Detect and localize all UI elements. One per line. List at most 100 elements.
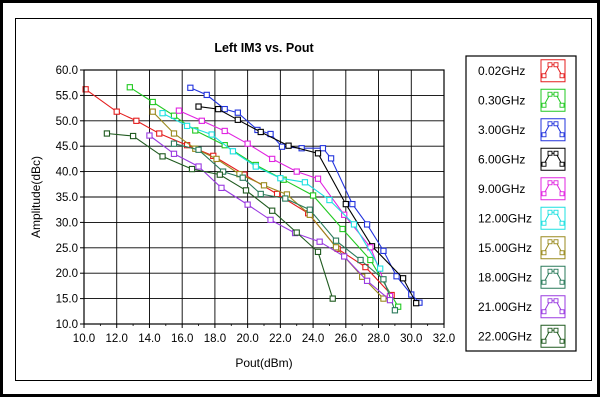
data-point [319,145,327,152]
data-point [285,142,292,149]
series-3.00GHz [187,84,423,306]
data-point [278,143,286,150]
data-point [234,109,241,116]
data-point [339,225,346,233]
y-tick-label: 35.0 [56,192,78,204]
series-line [85,88,393,296]
legend-marker [547,150,553,156]
legend-swatch [540,206,566,230]
data-point [229,148,237,155]
legend-item: 15.00GHz [478,236,566,260]
data-point [293,229,300,236]
legend-label: 15.00GHz [478,241,532,255]
legend-swatch [540,147,566,171]
chart-title: Left IM3 vs. Pout [214,41,314,55]
data-point [314,175,322,182]
legend-swatch [540,324,566,348]
data-point [413,300,420,307]
legend-label: 0.02GHz [478,64,525,78]
data-point [257,128,264,136]
legend-label: 21.00GHz [478,300,532,314]
data-point [198,117,205,124]
y-tick-label: 45.0 [56,141,78,153]
data-point [170,140,178,147]
data-point [357,256,364,264]
legend-item: 18.00GHz [478,265,566,289]
data-point [329,295,336,302]
legend-marker [553,121,559,127]
data-point [187,84,194,91]
x-tick-label: 16.0 [171,333,193,345]
data-point [113,108,120,115]
data-point [359,273,366,280]
plot-area [83,69,445,325]
y-tick-label: 25.0 [56,243,78,255]
x-tick-label: 14.0 [138,333,160,345]
series-line [106,132,334,299]
data-point [149,98,156,106]
data-point [170,150,178,157]
legend-marker [553,327,559,333]
data-point [282,195,289,202]
legend-marker [553,268,559,274]
legend-marker [559,338,565,344]
data-point [314,150,322,157]
data-point [306,211,313,218]
data-point [277,175,284,182]
legend-marker [559,250,565,256]
data-point [293,168,300,175]
data-point [221,127,228,135]
series-6.00GHz [195,103,420,307]
x-tick-label: 24.0 [302,333,324,345]
data-point [159,110,166,117]
data-point [327,155,335,162]
legend-line-sample [543,182,563,194]
legend-marker [541,102,547,108]
data-point [170,112,178,119]
legend-item: 0.02GHz [478,59,566,83]
data-point [386,296,394,304]
data-point [242,187,250,194]
legend-swatch [540,88,566,112]
legend-swatch [540,265,566,289]
x-tick-label: 30.0 [400,333,422,345]
data-point [367,256,374,264]
data-point [234,116,241,123]
series-22.00GHz [103,130,336,302]
data-point [82,86,89,93]
legend-marker [553,239,559,245]
legend-label: 6.00GHz [478,152,525,166]
x-tick-label: 28.0 [367,333,389,345]
legend-marker [541,220,547,226]
legend-swatch [540,236,566,260]
data-point [273,190,281,198]
legend-marker [553,298,559,304]
tick-labels: 10.0 12.0 14.0 16.0 18.0 20.0 22.0 24.0 26.0 28.0… [56,65,456,345]
data-point [377,265,384,272]
data-point [332,244,340,251]
data-point [195,146,202,153]
data-point [133,117,140,124]
data-point [216,171,223,178]
y-tick-label: 40.0 [56,167,78,179]
legend-swatch [540,295,566,319]
data-point [203,91,210,99]
legend-marker [541,132,547,138]
legend-line-sample [543,300,563,312]
legend-marker [541,338,547,344]
series-line [190,87,420,304]
data-point [103,130,111,137]
y-tick-label: 10.0 [56,319,78,331]
data-point [349,200,356,208]
y-axis-label: Amplitude(dBc) [29,156,43,238]
data-point [215,105,222,113]
data-point [257,190,264,198]
legend-label: 3.00GHz [478,123,525,137]
x-tick-label: 32.0 [433,333,455,345]
series-9.00GHz [175,107,394,300]
data-point [221,105,228,113]
legend-marker [553,180,559,186]
x-tick-label: 10.0 [73,333,95,345]
data-point [252,163,259,170]
legend-marker [559,279,565,285]
